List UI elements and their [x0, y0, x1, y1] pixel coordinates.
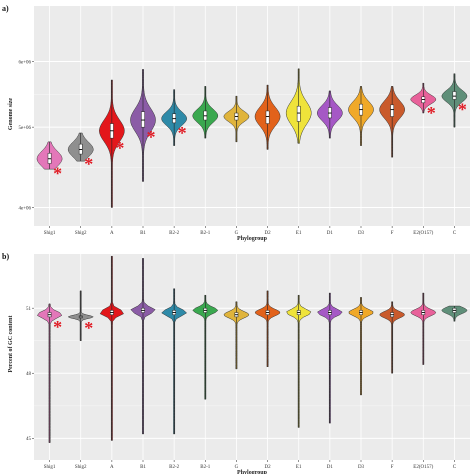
y-axis-title: Genome size: [8, 98, 14, 130]
x-tick-label: B2-1: [200, 231, 211, 236]
x-tick-label: G: [235, 231, 239, 236]
x-tick-label: G: [235, 465, 239, 470]
y-tick-label: 4e+06: [18, 206, 31, 211]
x-tick-label: D1: [327, 465, 334, 470]
x-tick-label: D3: [358, 231, 365, 236]
significance-star: *: [115, 138, 124, 158]
x-tick-label: F: [391, 231, 394, 236]
panel-a: 4e+06 5e+06 6e+06 * Shig1 * Shig2 * A * B1 * B2-2 B2-…: [2, 4, 470, 242]
significance-star: *: [427, 103, 436, 123]
y-tick-label: 45: [26, 437, 32, 442]
panel-label: b): [2, 252, 9, 261]
x-tick-label: D1: [327, 231, 334, 236]
significance-star: *: [53, 164, 62, 184]
box: [452, 91, 457, 100]
x-tick-label: B2-2: [169, 465, 180, 470]
box: [141, 111, 145, 128]
x-tick-label: E1: [296, 231, 302, 236]
y-tick-label: 5e+06: [18, 126, 31, 131]
panel-b: 45 48 51 * Shig1 * Shig2 A B1 B2-2 B2-1 G D2 E1 D1 D3 F E…: [2, 252, 470, 474]
box: [265, 110, 270, 124]
x-axis-title: Phylogroup: [237, 470, 268, 474]
y-tick-label: 48: [26, 372, 32, 377]
plot-background: [34, 6, 470, 226]
x-tick-label: E1: [296, 465, 302, 470]
x-tick-label: A: [110, 465, 114, 470]
box: [390, 104, 394, 117]
y-tick-label: 51: [26, 307, 32, 312]
x-tick-label: B2-2: [169, 231, 180, 236]
x-tick-label: F: [391, 465, 394, 470]
x-tick-label: B1: [140, 465, 146, 470]
panel-label: a): [2, 4, 9, 13]
x-tick-label: D2: [265, 231, 272, 236]
x-tick-label: E2(O157): [413, 465, 433, 470]
x-axis-title: Phylogroup: [237, 236, 268, 242]
significance-star: *: [147, 127, 156, 147]
x-tick-label: Shig2: [75, 465, 87, 470]
significance-star: *: [84, 154, 93, 174]
x-tick-label: C: [453, 465, 457, 470]
y-tick-label: 6e+06: [18, 60, 31, 65]
x-tick-label: Shig1: [44, 465, 56, 470]
plot-background: [34, 254, 470, 460]
x-tick-label: C: [453, 231, 457, 236]
y-axis-title: Percent of GC content: [8, 315, 14, 372]
significance-star: *: [53, 317, 62, 337]
box: [296, 105, 301, 122]
x-tick-label: A: [110, 231, 114, 236]
x-tick-label: Shig2: [75, 231, 87, 236]
x-tick-label: D2: [265, 465, 272, 470]
x-tick-label: E2(O157): [413, 231, 433, 236]
significance-star: *: [84, 318, 93, 338]
significance-star: *: [178, 123, 187, 143]
x-tick-label: D3: [358, 465, 365, 470]
x-tick-label: Shig1: [44, 231, 56, 236]
x-tick-label: B1: [140, 231, 146, 236]
significance-star: *: [458, 99, 467, 119]
x-tick-label: B2-1: [200, 465, 211, 470]
